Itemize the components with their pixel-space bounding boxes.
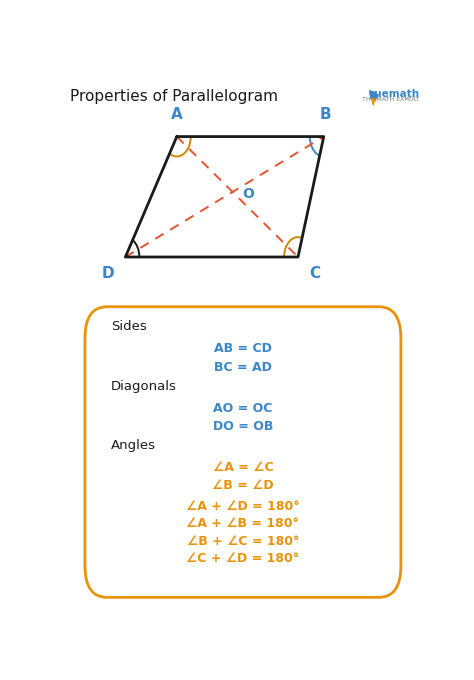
Text: AB = CD: AB = CD <box>214 342 272 355</box>
Text: cuemath: cuemath <box>368 90 419 99</box>
Text: ∠A + ∠D = 180°: ∠A + ∠D = 180° <box>186 500 300 513</box>
Text: ∠B = ∠D: ∠B = ∠D <box>212 479 274 492</box>
Text: A: A <box>171 107 182 122</box>
Text: Sides: Sides <box>110 320 146 333</box>
Polygon shape <box>370 90 378 101</box>
Text: Properties of Parallelogram: Properties of Parallelogram <box>70 90 278 105</box>
Text: ∠A = ∠C: ∠A = ∠C <box>213 461 273 474</box>
Text: ∠C + ∠D = 180°: ∠C + ∠D = 180° <box>186 551 300 565</box>
Text: Angles: Angles <box>110 439 155 452</box>
Text: AO = OC: AO = OC <box>213 401 273 415</box>
Text: ∠B + ∠C = 180°: ∠B + ∠C = 180° <box>187 534 299 547</box>
Text: DO = OB: DO = OB <box>213 420 273 433</box>
Text: O: O <box>242 187 254 201</box>
Text: BC = AD: BC = AD <box>214 360 272 374</box>
Text: D: D <box>102 266 114 281</box>
FancyBboxPatch shape <box>85 307 401 597</box>
Text: Diagonals: Diagonals <box>110 379 176 392</box>
Text: B: B <box>320 107 331 122</box>
Text: C: C <box>309 266 320 281</box>
Text: ∠A + ∠B = 180°: ∠A + ∠B = 180° <box>186 517 300 530</box>
Text: THE MATH EXPERT: THE MATH EXPERT <box>362 97 419 102</box>
Polygon shape <box>372 99 375 105</box>
